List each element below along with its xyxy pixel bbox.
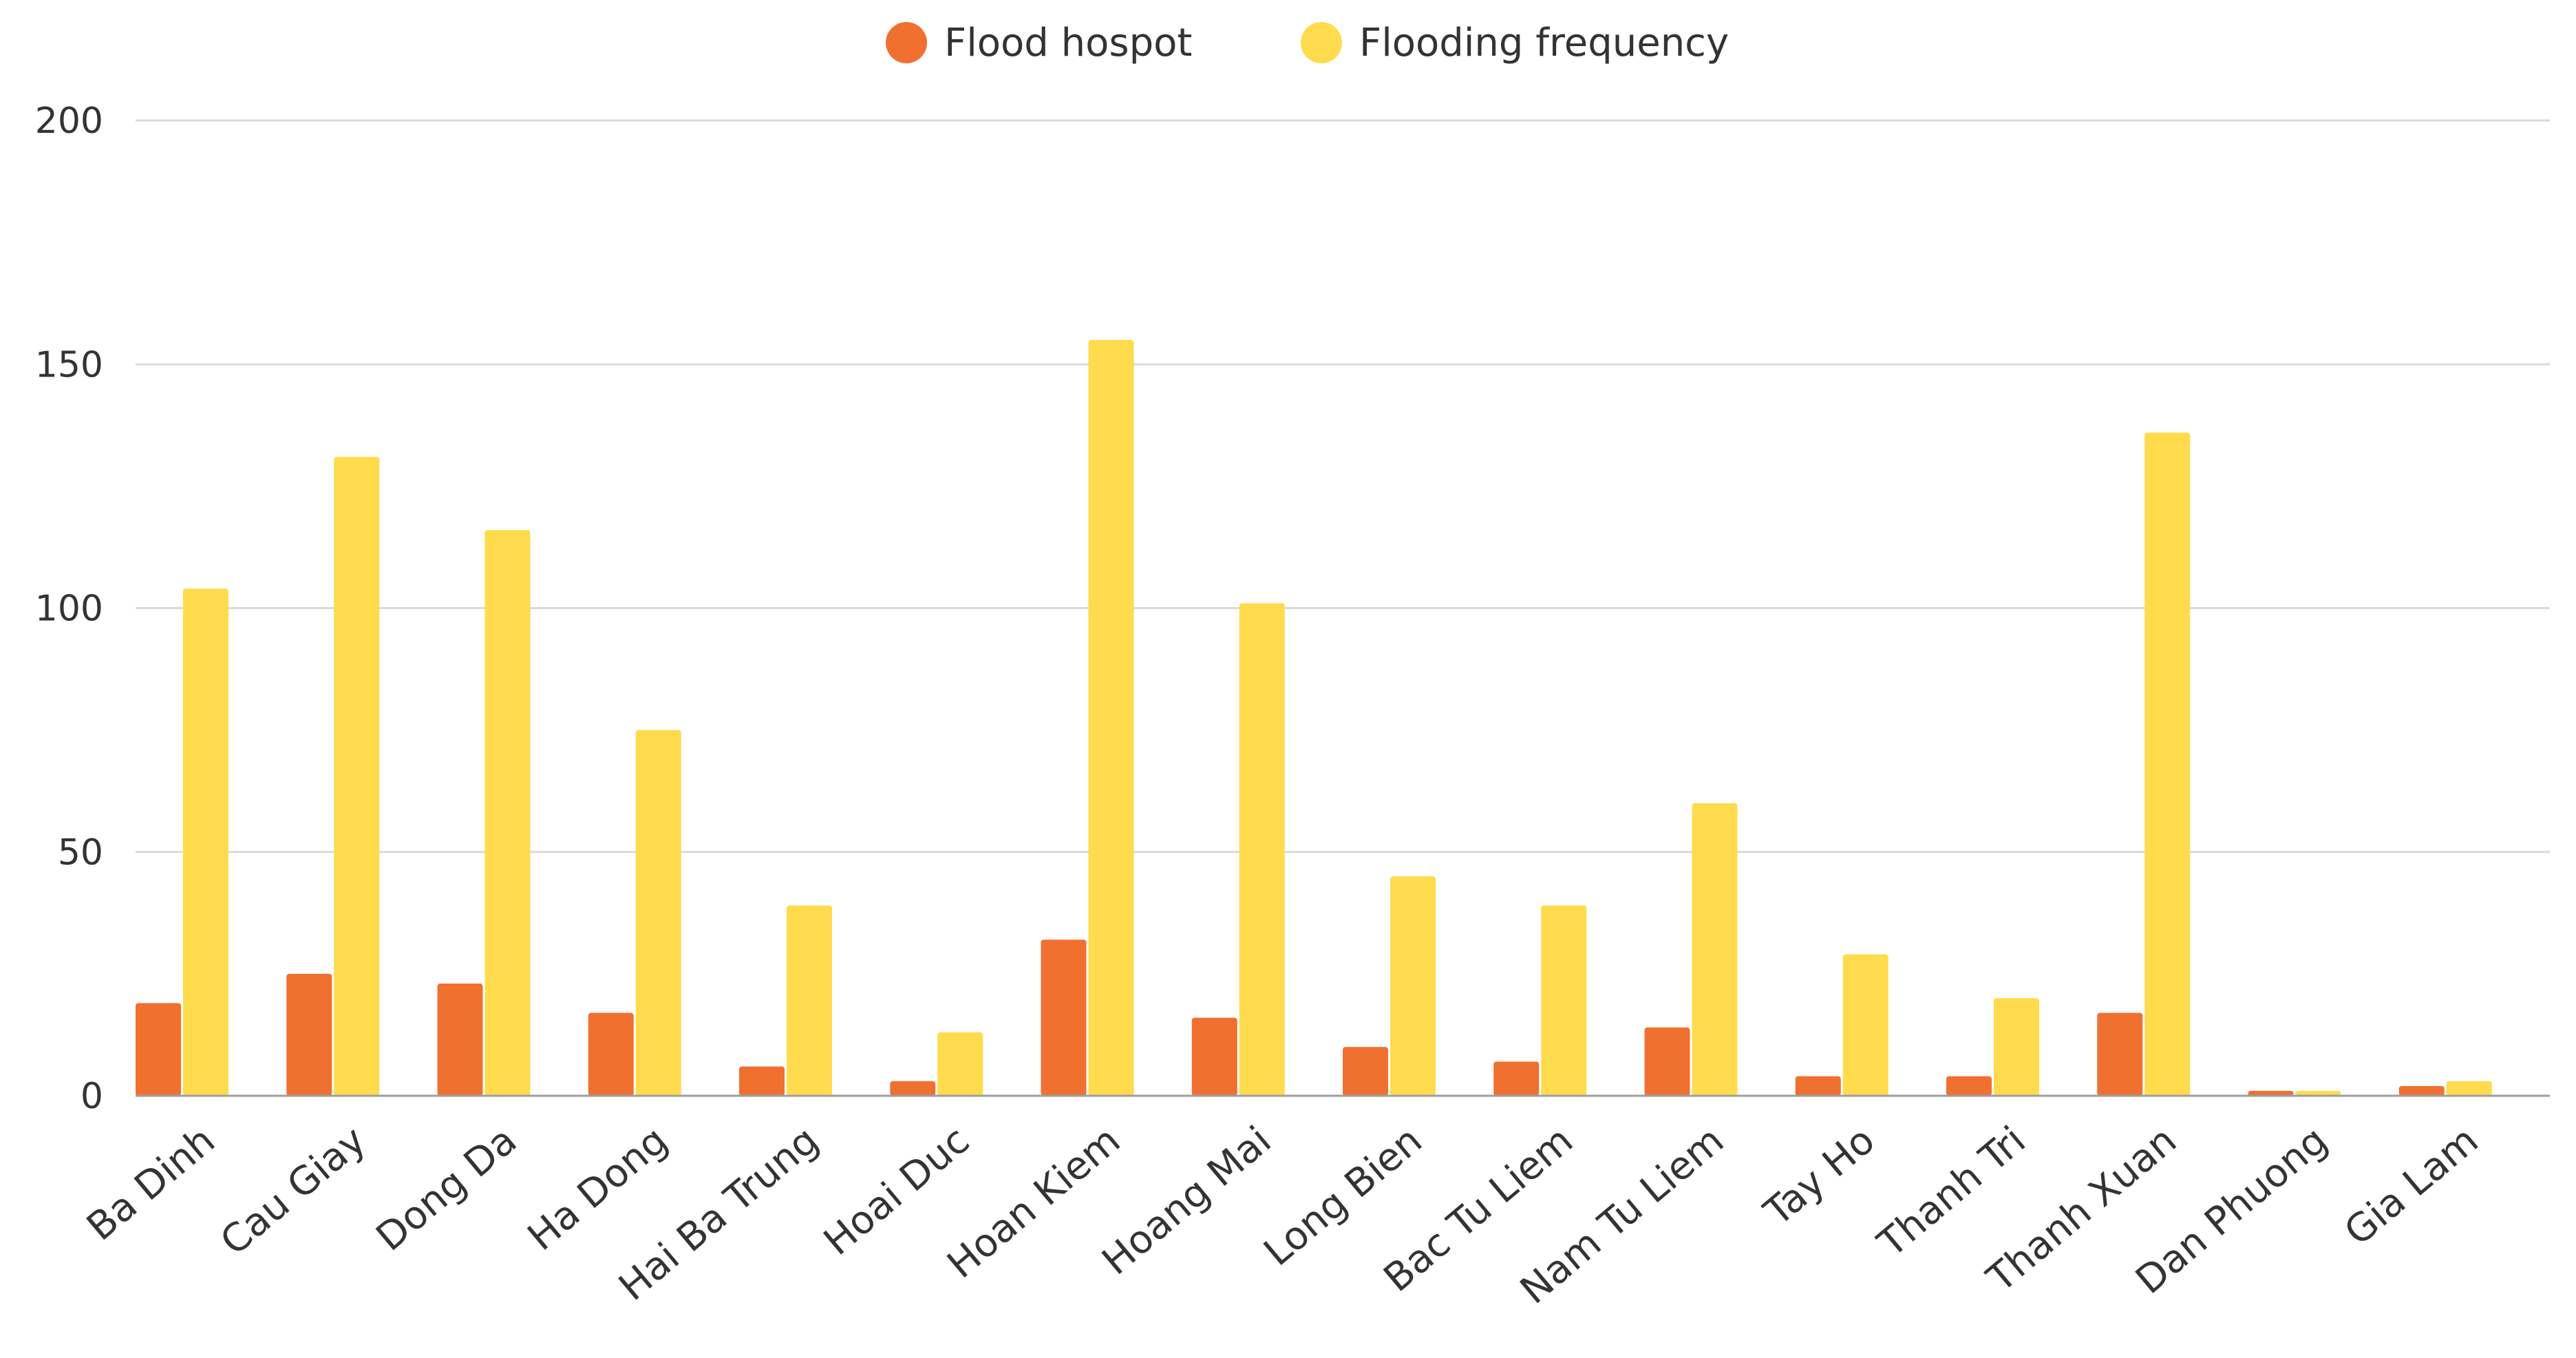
bar-flooding-frequency-bac-tu-liem xyxy=(1541,905,1587,1096)
bar-flooding-frequency-long-bien xyxy=(1390,876,1436,1096)
bar-flooding-frequency-dong-da xyxy=(485,530,531,1096)
x-tick-label: Ha Dong xyxy=(520,1118,677,1260)
y-tick-label: 150 xyxy=(35,344,103,385)
x-tick-label: Cau Giay xyxy=(212,1118,374,1264)
bar-flooding-frequency-tay-ho xyxy=(1842,954,1888,1096)
bar-flood-hospot-hai-ba-trung xyxy=(739,1066,785,1096)
bar-flood-hospot-long-bien xyxy=(1343,1047,1388,1096)
bar-flood-hospot-ba-dinh xyxy=(136,1003,181,1096)
bar-flooding-frequency-hoai-duc xyxy=(937,1032,983,1096)
bars xyxy=(136,339,2492,1096)
legend-label-flooding-frequency: Flooding frequency xyxy=(1359,21,1729,65)
bar-flood-hospot-nam-tu-liem xyxy=(1644,1027,1690,1096)
legend-marker-flooding-frequency xyxy=(1301,22,1342,63)
bar-flooding-frequency-nam-tu-liem xyxy=(1692,803,1738,1096)
bar-flood-hospot-tay-ho xyxy=(1795,1076,1841,1096)
bar-flooding-frequency-ba-dinh xyxy=(183,588,228,1096)
bar-flood-hospot-hoai-duc xyxy=(890,1081,936,1096)
bar-flooding-frequency-ha-dong xyxy=(635,730,681,1096)
x-tick-label: Ba Dinh xyxy=(78,1118,223,1249)
y-tick-label: 50 xyxy=(58,832,103,873)
bar-flood-hospot-thanh-tri xyxy=(1946,1076,1992,1096)
y-tick-label: 0 xyxy=(81,1076,103,1117)
legend-marker-flood-hospot xyxy=(886,22,927,63)
y-tick-label: 100 xyxy=(35,588,103,630)
x-tick-label: Tay Ho xyxy=(1756,1118,1883,1235)
bar-flooding-frequency-hoang-mai xyxy=(1239,603,1285,1096)
x-tick-label: Gia Lam xyxy=(2337,1118,2487,1254)
bar-flood-hospot-thanh-xuan xyxy=(2097,1012,2143,1096)
bar-flood-hospot-bac-tu-liem xyxy=(1493,1061,1540,1096)
bar-flooding-frequency-thanh-xuan xyxy=(2144,432,2191,1096)
y-tick-label: 200 xyxy=(35,100,103,142)
legend: Flood hospot Flooding frequency xyxy=(886,21,1729,65)
bar-flood-hospot-gia-lam xyxy=(2398,1085,2445,1096)
x-tick-label: Dong Da xyxy=(368,1118,525,1260)
bar-flood-hospot-hoang-mai xyxy=(1191,1017,1237,1096)
legend-label-flood-hospot: Flood hospot xyxy=(944,21,1192,65)
y-axis-ticks: 0 50 100 150 200 xyxy=(35,100,103,1117)
bar-flood-hospot-cau-giay xyxy=(286,973,332,1096)
bar-flooding-frequency-gia-lam xyxy=(2446,1081,2492,1096)
bar-flood-hospot-ha-dong xyxy=(588,1012,634,1096)
bar-flooding-frequency-thanh-tri xyxy=(1994,998,2039,1096)
bar-flood-hospot-dong-da xyxy=(437,984,483,1096)
x-tick-label: Hoang Mai xyxy=(1094,1118,1280,1284)
bar-flooding-frequency-dan-phuong xyxy=(2295,1090,2341,1096)
bar-flood-hospot-dan-phuong xyxy=(2248,1090,2294,1096)
bar-flooding-frequency-hoan-kiem xyxy=(1088,339,1134,1096)
bar-flood-hospot-hoan-kiem xyxy=(1041,940,1087,1096)
bar-flooding-frequency-cau-giay xyxy=(334,456,380,1096)
bar-flooding-frequency-hai-ba-trung xyxy=(787,905,832,1096)
